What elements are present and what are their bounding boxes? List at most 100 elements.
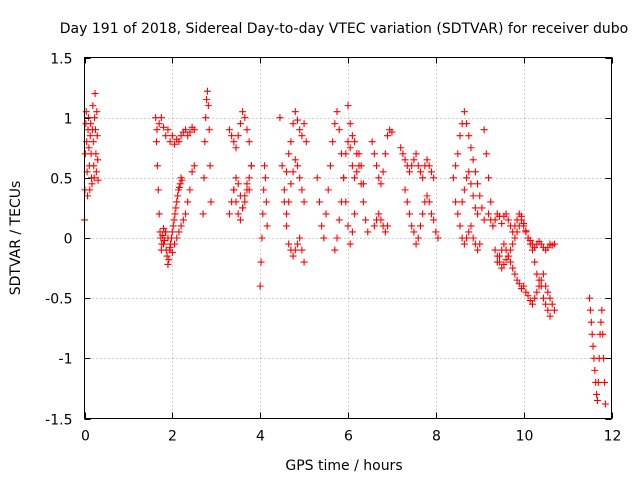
data-point: [379, 168, 387, 176]
data-point: [520, 282, 528, 290]
data-point: [471, 204, 479, 212]
data-point: [405, 210, 413, 218]
data-point: [300, 258, 308, 266]
data-point: [89, 102, 97, 110]
data-point: [293, 116, 301, 124]
data-point: [463, 120, 471, 128]
data-point: [91, 114, 99, 122]
data-point: [359, 198, 367, 206]
data-point: [370, 150, 378, 158]
data-point: [454, 210, 462, 218]
data-point: [182, 126, 190, 134]
data-point: [171, 240, 179, 248]
data-point: [168, 228, 176, 236]
data-point: [601, 400, 609, 408]
data-point: [401, 186, 409, 194]
data-point: [84, 114, 92, 122]
data-point: [491, 246, 499, 254]
data-point: [381, 228, 389, 236]
x-tick-label: 12: [604, 429, 622, 445]
data-point: [276, 114, 284, 122]
data-point: [476, 192, 484, 200]
data-point: [298, 186, 306, 194]
data-point: [463, 174, 471, 182]
data-point: [89, 138, 97, 146]
data-point: [528, 300, 536, 308]
data-point: [474, 210, 482, 218]
data-point: [302, 138, 310, 146]
data-point: [476, 240, 484, 248]
data-point: [546, 294, 554, 302]
data-point: [91, 90, 99, 98]
grid-layer: [84, 57, 612, 419]
data-point: [465, 168, 473, 176]
data-point: [93, 132, 101, 140]
data-point: [241, 114, 249, 122]
data-point: [353, 150, 361, 158]
data-point: [587, 318, 595, 326]
data-point: [537, 240, 545, 248]
data-point: [324, 186, 332, 194]
data-point: [262, 198, 270, 206]
x-tick-label: 10: [516, 429, 534, 445]
data-point: [241, 192, 249, 200]
data-point: [586, 306, 594, 314]
data-point: [465, 132, 473, 140]
data-point: [259, 210, 267, 218]
y-tick-label: -1: [59, 352, 73, 368]
data-point: [293, 162, 301, 170]
data-point: [287, 180, 295, 188]
data-point: [524, 292, 532, 300]
data-point: [414, 162, 422, 170]
data-point: [200, 174, 208, 182]
data-point: [368, 138, 376, 146]
data-point: [416, 222, 424, 230]
data-point: [84, 192, 92, 200]
data-point: [546, 312, 554, 320]
data-point: [162, 228, 170, 236]
data-point: [344, 138, 352, 146]
data-point: [171, 140, 179, 148]
data-point: [162, 132, 170, 140]
data-point: [258, 234, 266, 242]
data-point: [82, 108, 90, 116]
data-point: [434, 234, 442, 242]
data-point: [172, 204, 180, 212]
data-point: [234, 180, 242, 188]
data-point: [168, 248, 176, 256]
data-point: [425, 162, 433, 170]
data-point: [498, 220, 506, 228]
data-point: [480, 216, 488, 224]
data-point: [588, 330, 596, 338]
data-point: [511, 222, 519, 230]
data-point: [542, 282, 550, 290]
data-point: [331, 120, 339, 128]
data-point: [594, 378, 602, 386]
data-point: [467, 222, 475, 230]
data-point: [474, 180, 482, 188]
data-point: [591, 366, 599, 374]
data-point: [449, 174, 457, 182]
data-point: [351, 138, 359, 146]
data-point: [485, 210, 493, 218]
data-point: [511, 234, 519, 242]
data-point: [539, 294, 547, 302]
data-point: [176, 180, 184, 188]
data-point: [506, 246, 514, 254]
data-point: [430, 216, 438, 224]
data-point: [285, 198, 293, 206]
data-point: [94, 176, 102, 184]
data-point: [291, 156, 299, 164]
data-point: [344, 102, 352, 110]
data-point: [92, 168, 100, 176]
data-point: [502, 210, 510, 218]
data-point: [287, 138, 295, 146]
data-point: [427, 168, 435, 176]
data-point: [165, 256, 173, 264]
data-point: [163, 252, 171, 260]
data-point: [184, 132, 192, 140]
data-point: [531, 258, 539, 266]
data-point: [177, 132, 185, 140]
data-point: [160, 240, 168, 248]
data-point: [544, 244, 552, 252]
